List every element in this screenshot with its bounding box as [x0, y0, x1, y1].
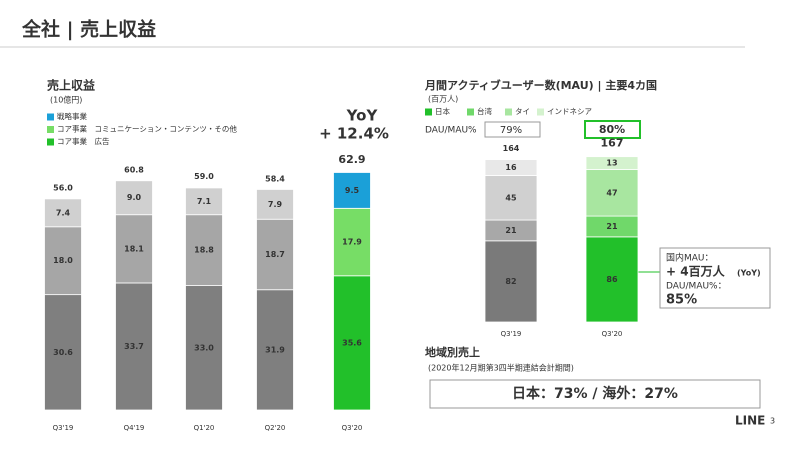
segment-label: 21	[505, 226, 517, 235]
bar-segment	[585, 156, 639, 170]
legend-label: タイ	[515, 107, 530, 116]
segment-label: 31.9	[265, 345, 285, 354]
total-label: 164	[503, 144, 520, 153]
segment-label: 45	[505, 193, 517, 202]
legend-swatch	[47, 138, 54, 146]
dau-mau-label: DAU/MAU%	[425, 126, 477, 136]
annotation-label: 国内MAU：	[666, 252, 714, 264]
legend-label: 日本	[435, 106, 450, 116]
total-label: 60.8	[124, 165, 144, 174]
bar-segment	[115, 180, 153, 216]
bar-segment	[256, 189, 294, 220]
segment-label: 18.0	[53, 256, 73, 265]
segment-label: 18.7	[265, 250, 285, 259]
legend-swatch	[505, 108, 512, 116]
x-tick-label: Q1'20	[194, 424, 215, 432]
segment-label: 30.6	[53, 348, 73, 357]
segment-label: 7.1	[197, 197, 212, 206]
chart-subtitle: (百万人)	[428, 95, 458, 104]
segment-label: 86	[606, 275, 618, 284]
page-number: 3	[770, 417, 775, 426]
legend-swatch	[467, 108, 474, 116]
x-tick-label: Q3'20	[602, 330, 623, 338]
bar-segment	[484, 159, 538, 176]
dau-mau-value: 80%	[599, 123, 625, 136]
bar-segment	[585, 236, 639, 323]
chart-title: 月間アクティブユーザー数(MAU) | 主要4カ国	[424, 78, 657, 92]
total-label: 58.4	[265, 174, 285, 183]
legend-label: コア事業 広告	[57, 136, 110, 146]
segment-label: 16	[505, 163, 517, 172]
chart-title: 売上収益	[47, 78, 95, 93]
total-label: 56.0	[53, 183, 73, 192]
legend-swatch	[47, 113, 54, 121]
bar-segment	[44, 294, 82, 411]
x-tick-label: Q3'20	[342, 424, 363, 432]
legend-label: インドネシア	[547, 107, 592, 116]
segment-label: 35.6	[342, 338, 362, 347]
segment-label: 18.8	[194, 246, 214, 255]
legend-swatch	[47, 126, 54, 133]
bar-segment	[333, 172, 371, 209]
dau-mau-box	[584, 120, 641, 139]
segment-label: 18.1	[124, 244, 144, 253]
total-label: 167	[601, 137, 624, 150]
segment-label: 7.9	[268, 200, 283, 209]
x-tick-label: Q3'19	[53, 424, 74, 432]
bar-segment	[44, 198, 82, 228]
legend-label: コア事業 コミュニケーション・コンテンツ・その他	[57, 124, 237, 134]
segment-label: 9.0	[127, 193, 142, 202]
annotation-box	[659, 247, 771, 309]
annotation-ratio: 85%	[666, 293, 697, 308]
bar-segment	[484, 175, 538, 221]
segment-label: 82	[505, 277, 516, 286]
segment-label: 47	[606, 188, 617, 197]
bar-segment	[256, 218, 294, 291]
bar-segment	[484, 240, 538, 323]
region-subtitle: (2020年12月期第3四半期連結会計期間)	[428, 363, 574, 373]
legend-label: 台湾	[477, 106, 492, 116]
legend-swatch	[537, 108, 544, 116]
segment-label: 33.0	[194, 343, 214, 352]
segment-label: 21	[606, 222, 618, 231]
bar-segment	[185, 214, 223, 286]
total-label: 59.0	[194, 172, 214, 181]
chart-subtitle: (10億円)	[50, 95, 82, 105]
bar-segment	[44, 226, 82, 296]
region-box	[429, 379, 761, 409]
footer-logo: LINE	[735, 414, 765, 428]
bar-segment	[185, 187, 223, 216]
total-label: 62.9	[338, 153, 365, 166]
dau-mau-value: 79%	[500, 125, 522, 136]
region-title: 地域別売上	[425, 345, 480, 359]
legend-swatch	[425, 108, 432, 116]
bar-segment	[256, 289, 294, 411]
annotation-ratio-label: DAU/MAU%：	[666, 282, 727, 292]
annotation-value: + 4百万人	[666, 264, 726, 279]
segment-label: 13	[606, 159, 617, 168]
dau-mau-box	[484, 121, 541, 138]
segment-label: 17.9	[342, 238, 362, 247]
page-title: 全社 | 売上収益	[21, 18, 156, 41]
segment-label: 7.4	[56, 208, 71, 217]
yoy-value: + 12.4%	[319, 125, 389, 143]
x-tick-label: Q4'19	[124, 424, 145, 432]
region-text: 日本：73% / 海外：27%	[512, 385, 678, 402]
bar-segment	[185, 285, 223, 411]
x-tick-label: Q3'19	[501, 330, 522, 338]
annotation-note: (YoY)	[737, 269, 761, 278]
segment-label: 9.5	[345, 186, 360, 195]
yoy-label: YoY	[346, 107, 379, 125]
bar-segment	[585, 169, 639, 217]
legend-label: 戦略事業	[57, 111, 87, 121]
x-tick-label: Q2'20	[265, 424, 286, 432]
segment-label: 33.7	[124, 342, 144, 351]
